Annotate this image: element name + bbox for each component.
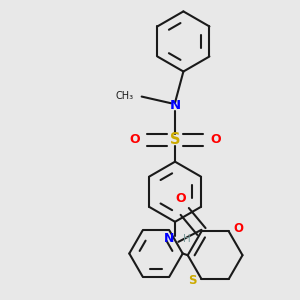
Text: N: N	[169, 99, 181, 112]
Text: CH₃: CH₃	[115, 91, 133, 100]
Text: O: O	[234, 222, 244, 235]
Text: S: S	[188, 274, 197, 287]
Text: O: O	[129, 134, 140, 146]
Text: H: H	[183, 234, 191, 244]
Text: N: N	[164, 232, 174, 245]
Text: O: O	[210, 134, 221, 146]
Text: S: S	[170, 133, 180, 148]
Text: O: O	[176, 192, 186, 206]
